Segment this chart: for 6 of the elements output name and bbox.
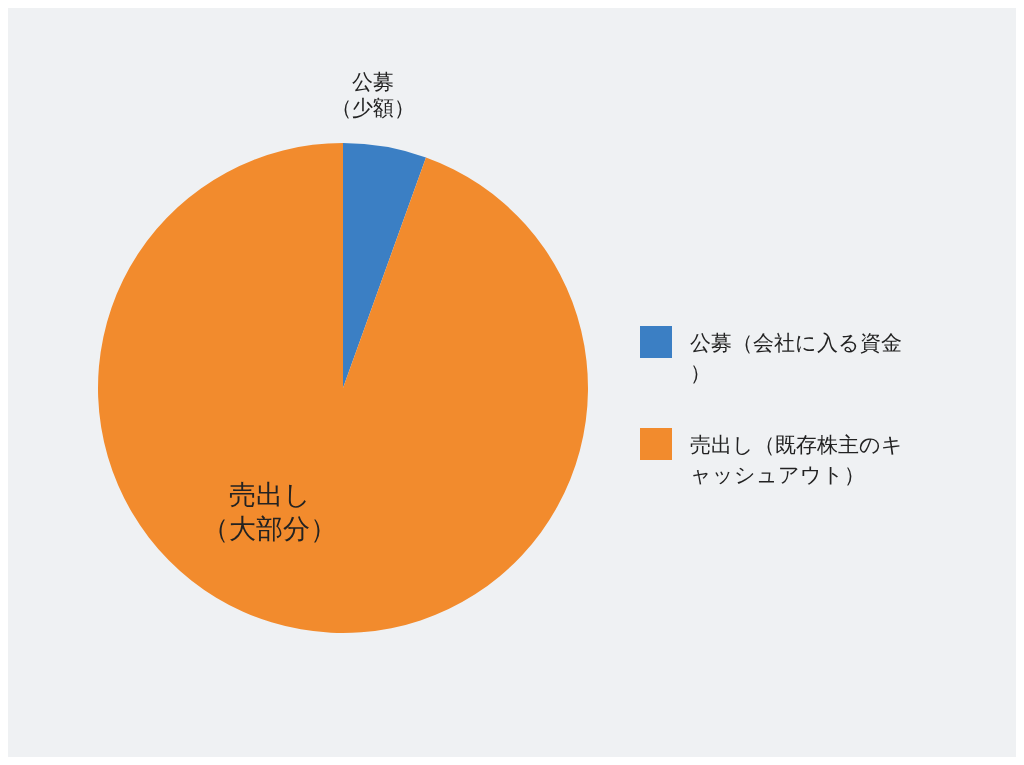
pie-slice bbox=[343, 143, 426, 388]
text: 売出し（大部分） bbox=[202, 478, 338, 544]
legend-label: 売出し（既存株主のキャッシュアウト） bbox=[690, 433, 903, 487]
text: 公募（少額） bbox=[330, 70, 415, 121]
pie-slice bbox=[98, 143, 588, 633]
legend-label: 公募（会社に入る資金） bbox=[690, 331, 902, 385]
